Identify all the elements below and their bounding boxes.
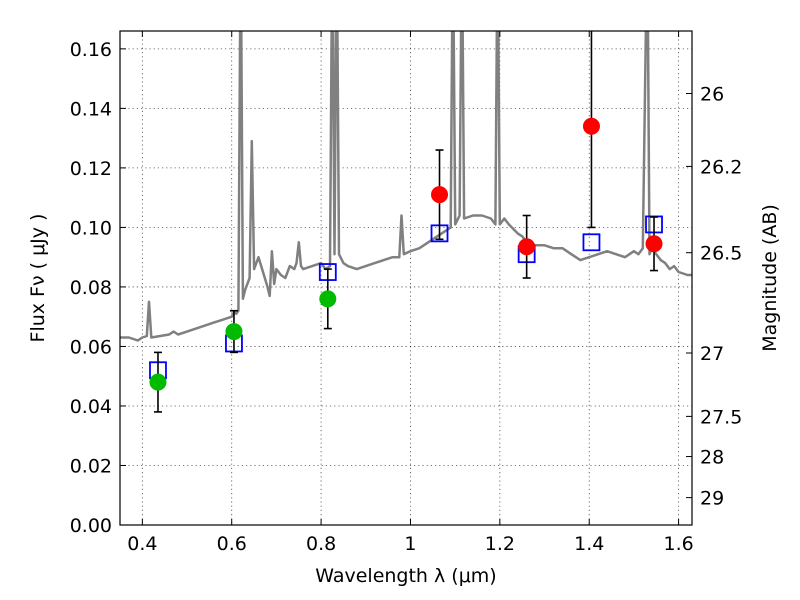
- y2-tick-label: 29: [700, 488, 724, 510]
- y2-tick-label: 27: [700, 343, 724, 365]
- spectrum-line: [120, 31, 692, 342]
- x-tick-label: 1: [404, 533, 416, 555]
- x-tick-label: 0.6: [217, 533, 247, 555]
- x-tick-label: 0.8: [306, 533, 336, 555]
- ticks: [120, 31, 692, 526]
- data-point: [582, 117, 600, 135]
- y-axis-label: Flux Fν ( μJy ): [27, 214, 49, 343]
- x-axis-label: Wavelength λ (μm): [315, 565, 496, 587]
- data-point: [645, 235, 663, 253]
- plot-frame: [119, 30, 693, 526]
- y2-tick-label: 26.5: [700, 243, 742, 265]
- tick-labels: 0.4 0.6 0.8 1 1.2 1.4 1.6 0.00 0.02 0.04 0.06 0.08 0…: [70, 39, 743, 555]
- y2-tick-label: 26.2: [700, 156, 742, 178]
- x-tick-label: 1.2: [485, 533, 515, 555]
- y-tick-label: 0.08: [70, 277, 112, 299]
- data-point: [149, 373, 167, 391]
- y-tick-label: 0.02: [70, 455, 112, 477]
- y-tick-label: 0.06: [70, 336, 112, 358]
- x-tick-label: 0.4: [127, 533, 157, 555]
- data-point: [319, 290, 337, 308]
- data-point: [431, 186, 449, 204]
- y-tick-label: 0.10: [70, 217, 112, 239]
- data-point: [518, 238, 536, 256]
- grid-lines: [120, 31, 692, 526]
- y2-axis-label: Magnitude (AB): [759, 204, 781, 352]
- y-tick-label: 0.12: [70, 158, 112, 180]
- y2-tick-label: 26: [700, 83, 724, 105]
- error-bars: [153, 31, 659, 413]
- data-point: [225, 323, 243, 341]
- y2-tick-label: 28: [700, 447, 724, 469]
- x-tick-label: 1.4: [574, 533, 604, 555]
- y-tick-label: 0.14: [70, 98, 112, 120]
- x-tick-label: 1.6: [663, 533, 693, 555]
- y-tick-label: 0.16: [70, 39, 112, 61]
- model-box: [582, 233, 601, 252]
- y2-tick-label: 27.5: [700, 406, 742, 428]
- y-tick-label: 0.00: [70, 515, 112, 537]
- detections: [149, 117, 663, 391]
- model-boxes: [149, 215, 663, 380]
- y-tick-label: 0.04: [70, 396, 112, 418]
- spectrum: [120, 31, 692, 342]
